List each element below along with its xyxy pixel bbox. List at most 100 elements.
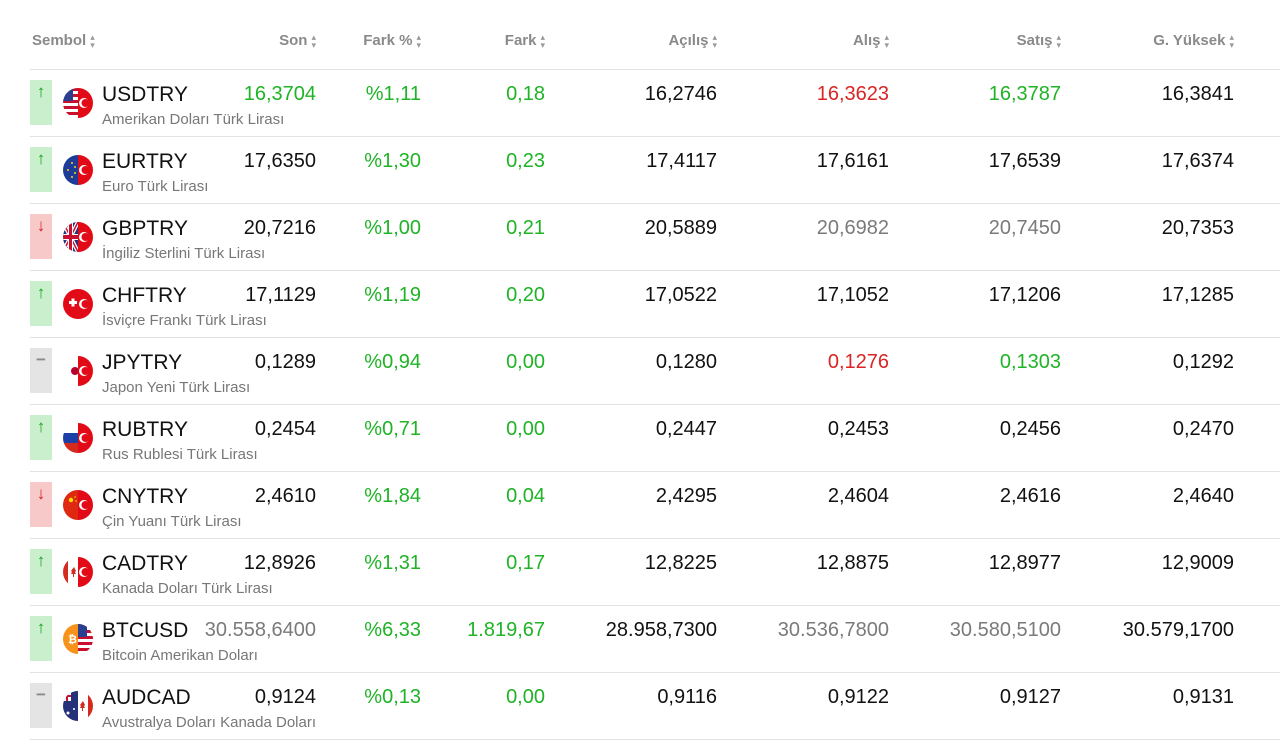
header-label: Son bbox=[279, 32, 308, 49]
change-percent: %1,30 bbox=[364, 150, 421, 172]
bid-price: 30.536,7800 bbox=[777, 619, 889, 641]
au-ca-flag-icon bbox=[63, 691, 93, 721]
sort-bid-header[interactable]: Alış ▴ ▾ bbox=[853, 32, 889, 49]
header-label: Satış bbox=[1016, 32, 1053, 49]
change-value: 0,00 bbox=[506, 686, 545, 708]
daily-high: 17,1285 bbox=[1161, 284, 1234, 306]
change-percent: %1,31 bbox=[364, 552, 421, 574]
symbol-code[interactable]: CHFTRY bbox=[102, 284, 187, 307]
change-value: 0,23 bbox=[506, 150, 545, 172]
change-value: 0,17 bbox=[506, 552, 545, 574]
last-price: 0,1289 bbox=[254, 351, 316, 373]
ask-price: 17,6539 bbox=[988, 150, 1061, 172]
symbol-code[interactable]: JPYTRY bbox=[102, 351, 183, 374]
sort-icon: ▴ ▾ bbox=[416, 31, 421, 50]
header-label: Alış bbox=[852, 32, 881, 49]
dash-icon: − bbox=[30, 348, 52, 393]
last-price: 0,2454 bbox=[254, 418, 316, 440]
ch-tr-flag-icon bbox=[63, 289, 93, 319]
eu-tr-flag-icon bbox=[63, 155, 93, 185]
symbol-code[interactable]: CADTRY bbox=[102, 552, 188, 575]
sort-icon: ▴ ▾ bbox=[540, 31, 545, 50]
sort-icon: ▴ ▾ bbox=[1056, 31, 1061, 50]
bid-price: 0,9122 bbox=[827, 686, 889, 708]
header-label: G. Yüksek bbox=[1153, 32, 1226, 49]
sort-open-header[interactable]: Açılış ▴ ▾ bbox=[668, 32, 717, 49]
ask-price: 0,1303 bbox=[999, 351, 1061, 373]
symbol-description: Bitcoin Amerikan Doları bbox=[102, 647, 258, 664]
sort-ask-header[interactable]: Satış ▴ ▾ bbox=[1017, 32, 1061, 49]
symbol-code[interactable]: AUDCAD bbox=[102, 686, 191, 709]
arrow-up-icon: ↑ bbox=[30, 281, 52, 326]
change-value: 0,04 bbox=[506, 485, 545, 507]
sort-last-header[interactable]: Son ▴ ▾ bbox=[279, 32, 316, 49]
symbol-code[interactable]: GBPTRY bbox=[102, 217, 188, 240]
daily-high: 0,1292 bbox=[1172, 351, 1234, 373]
symbol-code[interactable]: CNYTRY bbox=[102, 485, 188, 508]
table-row[interactable]: ↑ RUBTRY Rus Rublesi Türk Lirası 0,2454 %0,7… bbox=[30, 405, 1280, 472]
symbol-code[interactable]: USDTRY bbox=[102, 83, 188, 106]
symbol-description: Amerikan Doları Türk Lirası bbox=[102, 111, 285, 128]
jp-tr-flag-icon bbox=[63, 356, 93, 386]
daily-high: 17,6374 bbox=[1161, 150, 1234, 172]
ca-tr-flag-icon bbox=[63, 557, 93, 587]
sort-icon: ▴ ▾ bbox=[311, 31, 316, 50]
daily-high: 30.579,1700 bbox=[1122, 619, 1234, 641]
table-row[interactable]: ↑ ₿ BTCUSD Bitcoin Amerikan Doları 30.558,64… bbox=[30, 606, 1280, 673]
sort-icon: ▴ ▾ bbox=[1229, 31, 1234, 50]
last-price: 17,6350 bbox=[243, 150, 316, 172]
header-label: Açılış bbox=[668, 32, 709, 49]
change-percent: %1,84 bbox=[364, 485, 421, 507]
arrow-down-icon: ↓ bbox=[30, 482, 52, 527]
daily-high: 2,4640 bbox=[1172, 485, 1234, 507]
daily-high: 0,9131 bbox=[1172, 686, 1234, 708]
open-price: 0,2447 bbox=[655, 418, 717, 440]
sort-change-header[interactable]: Fark ▴ ▾ bbox=[505, 32, 545, 49]
table-row[interactable]: ↓ GBPTRY İngiliz Sterlini Türk Lirası 20,72… bbox=[30, 204, 1280, 271]
symbol-description: Japon Yeni Türk Lirası bbox=[102, 379, 251, 396]
sort-high-header[interactable]: G. Yüksek ▴ ▾ bbox=[1153, 32, 1234, 49]
sort-change-pct-header[interactable]: Fark % ▴ ▾ bbox=[363, 32, 421, 49]
bid-price: 17,1052 bbox=[816, 284, 889, 306]
table-row[interactable]: ↑ USDTRY Amerikan Doları Türk Lirası 16,370… bbox=[30, 70, 1280, 137]
ru-tr-flag-icon bbox=[63, 423, 93, 453]
change-percent: %6,33 bbox=[364, 619, 421, 641]
symbol-code[interactable]: EURTRY bbox=[102, 150, 188, 173]
table-row[interactable]: − JPYTRY Japon Yeni Türk Lirası 0,1289 %0,94… bbox=[30, 338, 1280, 405]
ask-price: 0,2456 bbox=[999, 418, 1061, 440]
open-price: 16,2746 bbox=[644, 83, 717, 105]
change-value: 0,00 bbox=[506, 418, 545, 440]
btc-us-flag-icon: ₿ bbox=[63, 624, 93, 654]
ask-price: 16,3787 bbox=[988, 83, 1061, 105]
arrow-up-icon: ↑ bbox=[30, 147, 52, 192]
arrow-up-icon: ↑ bbox=[30, 616, 52, 661]
last-price: 20,7216 bbox=[243, 217, 316, 239]
table-row[interactable]: ↑ EURTRY Euro Türk Lirası 17,6350 %1,30 0,23 1… bbox=[30, 137, 1280, 204]
table-row[interactable]: ↓ CNYTRY Çin Yuanı Türk Lirası 2,4610 %1,84 0… bbox=[30, 472, 1280, 539]
table-row[interactable]: ↑ CADTRY Kanada Doları Türk Lirası 12,8926%… bbox=[30, 539, 1280, 606]
bid-price: 16,3623 bbox=[816, 83, 889, 105]
open-price: 17,4117 bbox=[646, 150, 717, 172]
open-price: 0,1280 bbox=[655, 351, 717, 373]
change-percent: %1,19 bbox=[364, 284, 421, 306]
symbol-description: İsviçre Frankı Türk Lirası bbox=[102, 312, 267, 329]
symbol-code[interactable]: RUBTRY bbox=[102, 418, 188, 441]
sort-icon: ▴ ▾ bbox=[90, 31, 95, 50]
table-row[interactable]: ↑ CHFTRY İsviçre Frankı Türk Lirası 17,1129… bbox=[30, 271, 1280, 338]
bid-price: 2,4604 bbox=[827, 485, 889, 507]
change-value: 0,21 bbox=[506, 217, 545, 239]
currency-table: Sembol ▴ ▾ Son ▴ ▾ Fark % ▴ ▾ Fark ▴ ▾ Açılı… bbox=[30, 0, 1280, 740]
symbol-code[interactable]: BTCUSD bbox=[102, 619, 189, 642]
bid-price: 20,6982 bbox=[816, 217, 889, 239]
last-price: 12,8926 bbox=[243, 552, 316, 574]
ask-price: 2,4616 bbox=[999, 485, 1061, 507]
sort-icon: ▴ ▾ bbox=[712, 31, 717, 50]
open-price: 28.958,7300 bbox=[605, 619, 717, 641]
table-row[interactable]: − AUDCAD Avustralya Doları Kanada Doları 0,… bbox=[30, 673, 1280, 740]
sort-symbol-header[interactable]: Sembol ▴ ▾ bbox=[32, 32, 95, 49]
header-label: Fark bbox=[504, 32, 537, 49]
change-percent: %0,13 bbox=[364, 686, 421, 708]
header-label: Fark % bbox=[363, 32, 413, 49]
change-percent: %1,11 bbox=[365, 83, 421, 105]
symbol-description: Kanada Doları Türk Lirası bbox=[102, 580, 273, 597]
